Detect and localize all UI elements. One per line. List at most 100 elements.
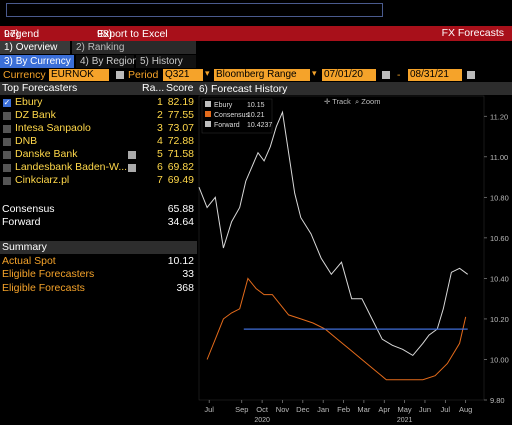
checkbox-icon[interactable] bbox=[3, 164, 11, 172]
period-field[interactable]: Q321 bbox=[163, 69, 203, 81]
forecaster-rank: 2 bbox=[157, 109, 163, 121]
controls-row: Currency EURNOK Period Q321 ▾ Bloomberg … bbox=[0, 68, 512, 82]
forecaster-row[interactable]: ✓ Ebury 1 82.19 bbox=[0, 96, 197, 109]
legend-label: Forward bbox=[214, 122, 240, 129]
forecasters-header: Top Forecasters Ra... Score bbox=[0, 82, 197, 95]
y-tick-label: 10.20 bbox=[490, 315, 509, 324]
header-score[interactable]: Score bbox=[166, 82, 194, 94]
forecaster-name[interactable]: Intesa Sanpaolo bbox=[15, 122, 91, 134]
forecasters-panel: Top Forecasters Ra... Score ✓ Ebury 1 82.19… bbox=[0, 82, 197, 425]
date-from-field[interactable]: 07/01/20 bbox=[322, 69, 376, 81]
x-tick-label: Mar bbox=[357, 405, 370, 414]
command-input[interactable] bbox=[6, 3, 383, 17]
legend-label: Ebury bbox=[214, 102, 233, 109]
y-tick-label: 11.00 bbox=[490, 153, 508, 162]
forecaster-row[interactable]: DZ Bank 2 77.55 bbox=[0, 109, 197, 122]
tab-by-region-label: By Region bbox=[91, 56, 138, 67]
forecaster-row[interactable]: Danske Bank 5 71.58 bbox=[0, 148, 197, 161]
y-tick-label: 10.80 bbox=[490, 193, 509, 202]
summary-label: Summary bbox=[2, 241, 47, 253]
command-bar bbox=[0, 0, 512, 26]
checkbox-checked-icon[interactable]: ✓ bbox=[3, 98, 11, 107]
forecaster-name[interactable]: Cinkciarz.pl bbox=[15, 174, 70, 186]
x-tick-label: Jul bbox=[441, 405, 451, 414]
range-dropdown-arrow-icon[interactable]: ▾ bbox=[312, 68, 317, 78]
sub-tabs: 3) By Currency 4) By Region 5) History bbox=[0, 55, 512, 68]
legend-swatch bbox=[205, 121, 211, 127]
forecaster-rank: 4 bbox=[157, 135, 163, 147]
period-label: Period bbox=[128, 69, 159, 81]
forecaster-name[interactable]: Danske Bank bbox=[15, 148, 78, 160]
legend-value: 10.21 bbox=[247, 112, 265, 119]
legend-value: 10.15 bbox=[247, 102, 265, 109]
year-label: 2021 bbox=[397, 417, 413, 424]
tab-by-currency[interactable]: 3) By Currency bbox=[0, 55, 74, 68]
top-tabs: 1) Overview 2) Ranking bbox=[0, 41, 512, 54]
y-tick-label: 9.80 bbox=[490, 396, 505, 405]
plot-area bbox=[198, 95, 485, 401]
forecaster-rank: 1 bbox=[157, 96, 163, 108]
forecaster-score: 77.55 bbox=[167, 109, 194, 121]
chart-svg: 6) Forecast History 11.20 11.00 10.80 10.60 10… bbox=[197, 82, 512, 424]
currency-label: Currency bbox=[3, 69, 46, 81]
forecaster-row[interactable]: DNB 4 72.88 bbox=[0, 135, 197, 148]
currency-lookup-icon[interactable] bbox=[116, 71, 124, 79]
forecaster-score: 82.19 bbox=[167, 96, 194, 108]
page-title: FX Forecasts bbox=[441, 27, 504, 39]
forecaster-row[interactable]: Landesbank Baden-W... 6 69.82 bbox=[0, 161, 197, 174]
forecaster-score: 72.88 bbox=[167, 135, 194, 147]
forecaster-rank: 3 bbox=[157, 122, 163, 134]
date-to-field[interactable]: 08/31/21 bbox=[408, 69, 462, 81]
y-tick-label: 10.60 bbox=[490, 234, 509, 243]
consensus-label: Consensus bbox=[2, 203, 55, 215]
forecaster-score: 69.82 bbox=[167, 161, 194, 173]
summary-header: Summary bbox=[0, 241, 197, 254]
flag-icon[interactable] bbox=[128, 151, 136, 159]
forecast-history-chart: 6) Forecast History 11.20 11.00 10.80 10.60 10… bbox=[197, 82, 512, 425]
period-dropdown-arrow-icon[interactable]: ▾ bbox=[205, 68, 210, 78]
x-tick-label: May bbox=[398, 405, 412, 414]
zoom-button[interactable]: ⌕ Zoom bbox=[355, 97, 380, 106]
toolbar: 97) Legend 98) Export to Excel FX Foreca… bbox=[0, 26, 512, 41]
checkbox-icon[interactable] bbox=[3, 177, 11, 185]
tab-history-number: 5) bbox=[140, 56, 149, 67]
forecaster-score: 73.07 bbox=[167, 122, 194, 134]
date-from-calendar-icon[interactable] bbox=[382, 71, 390, 79]
forecaster-name[interactable]: Landesbank Baden-W... bbox=[15, 161, 128, 173]
forecaster-row[interactable]: Cinkciarz.pl 7 69.49 bbox=[0, 174, 197, 187]
currency-field[interactable]: EURNOK bbox=[49, 69, 109, 81]
forecaster-rank: 7 bbox=[157, 174, 163, 186]
checkbox-icon[interactable] bbox=[3, 112, 11, 120]
tab-by-region[interactable]: 4) By Region bbox=[76, 55, 138, 68]
x-tick-label: Jul bbox=[204, 405, 214, 414]
forecaster-name[interactable]: Ebury bbox=[15, 96, 43, 108]
actual-spot-value: 10.12 bbox=[167, 255, 194, 267]
tab-history[interactable]: 5) History bbox=[136, 55, 196, 68]
forward-value: 34.64 bbox=[167, 216, 194, 228]
range-dropdown[interactable]: Bloomberg Range bbox=[214, 69, 310, 81]
eligible-forecasts-label: Eligible Forecasts bbox=[2, 282, 85, 294]
header-rank[interactable]: Ra... bbox=[142, 82, 165, 94]
forecaster-name[interactable]: DNB bbox=[15, 135, 38, 147]
consensus-value: 65.88 bbox=[167, 203, 194, 215]
forecaster-row[interactable]: Intesa Sanpaolo 3 73.07 bbox=[0, 122, 197, 135]
forecaster-rank: 6 bbox=[157, 161, 163, 173]
checkbox-icon[interactable] bbox=[3, 125, 11, 133]
tab-by-currency-number: 3) bbox=[4, 56, 13, 67]
forecaster-score: 71.58 bbox=[167, 148, 194, 160]
x-tick-label: Dec bbox=[296, 405, 310, 414]
chart-header-number: 6) bbox=[199, 84, 208, 95]
flag-icon[interactable] bbox=[128, 164, 136, 172]
track-button[interactable]: ✛ Track bbox=[324, 97, 351, 106]
tab-ranking[interactable]: 2) Ranking bbox=[72, 41, 196, 54]
x-tick-label: Sep bbox=[235, 405, 248, 414]
tab-overview[interactable]: 1) Overview bbox=[0, 41, 70, 54]
forecaster-name[interactable]: DZ Bank bbox=[15, 109, 56, 121]
checkbox-icon[interactable] bbox=[3, 138, 11, 146]
x-tick-label: Aug bbox=[459, 405, 472, 414]
date-to-calendar-icon[interactable] bbox=[467, 71, 475, 79]
y-tick-label: 11.20 bbox=[490, 112, 508, 121]
header-top-forecasters: Top Forecasters bbox=[2, 82, 78, 94]
checkbox-icon[interactable] bbox=[3, 151, 11, 159]
x-tick-label: Jan bbox=[317, 405, 329, 414]
